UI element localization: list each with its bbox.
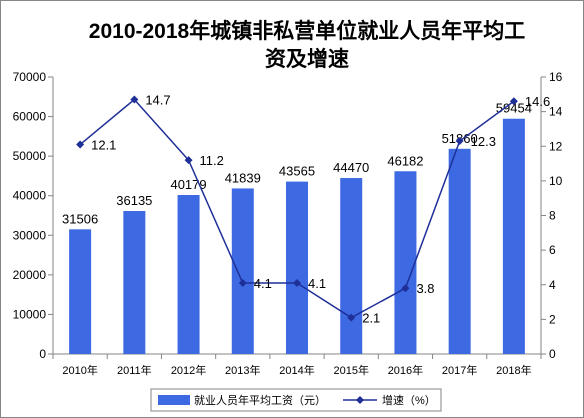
y-left-tick-label: 10000 [13, 307, 47, 321]
y-left-tick-label: 0 [39, 347, 46, 361]
y-right-tick-label: 14 [549, 105, 563, 119]
x-tick-label: 2010年 [62, 363, 97, 377]
legend: 就业人员年平均工资（元） 增速（%） [150, 388, 442, 412]
y-left-tick-label: 40000 [13, 189, 47, 203]
legend-bar-label: 就业人员年平均工资（元） [194, 393, 326, 407]
line-point [76, 140, 85, 149]
bar [177, 195, 200, 354]
line-data-label: 2.1 [362, 311, 380, 326]
x-tick-label: 2018年 [496, 363, 531, 377]
x-tick-label: 2015年 [333, 363, 368, 377]
bar [340, 178, 363, 354]
x-tick-label: 2012年 [171, 363, 206, 377]
line-point [509, 97, 518, 106]
legend-box [150, 388, 442, 412]
line-point [293, 279, 301, 288]
y-right-tick-label: 10 [549, 174, 563, 188]
chart-title: 2010-2018年城镇非私营单位就业人员年平均工 资及增速 [89, 19, 525, 71]
x-tick-label: 2017年 [442, 363, 477, 377]
chart-title-line-2: 资及增速 [265, 47, 349, 71]
axes: 0100002000030000400005000060000700000246… [13, 70, 563, 377]
line-point [184, 156, 193, 165]
line-data-label: 12.3 [471, 134, 496, 149]
line-series: 12.1 14.7 11.2 4.1 4.1 2.1 3.8 12.3 14.6 [76, 93, 550, 326]
y-left-tick-label: 20000 [13, 268, 47, 282]
y-right-tick-label: 2 [549, 312, 556, 326]
y-right-tick-label: 12 [549, 139, 563, 153]
y-left-tick-label: 70000 [13, 70, 47, 84]
line-data-label: 3.8 [416, 281, 434, 296]
line-data-label: 12.1 [91, 138, 116, 153]
line-data-label: 4.1 [254, 276, 272, 291]
bar-data-label: 59454 [496, 101, 532, 116]
bar [394, 171, 417, 354]
bar-data-label: 36135 [116, 193, 152, 208]
line-point [238, 279, 247, 288]
y-right-tick-label: 6 [549, 243, 556, 257]
line-point [347, 313, 356, 322]
bar [69, 229, 92, 354]
bar-data-label: 31506 [62, 211, 98, 226]
y-right-tick-label: 4 [549, 278, 556, 292]
y-right-tick-label: 16 [549, 70, 563, 84]
line-point [401, 284, 410, 293]
x-tick-label: 2013年 [225, 363, 260, 377]
x-tick-label: 2014年 [279, 363, 314, 377]
legend-line-label: 增速（%） [382, 393, 436, 407]
line-data-label: 14.6 [525, 94, 550, 109]
x-tick-label: 2016年 [388, 363, 423, 377]
bar [123, 211, 146, 354]
y-left-tick-label: 60000 [13, 110, 47, 124]
x-tick-label: 2011年 [117, 363, 152, 377]
bar-data-label: 44470 [333, 160, 369, 175]
legend-bar-swatch [158, 395, 190, 405]
chart-title-line-1: 2010-2018年城镇非私营单位就业人员年平均工 [89, 19, 525, 43]
y-left-tick-label: 50000 [13, 149, 47, 163]
line-data-label: 14.7 [145, 93, 170, 108]
bar [231, 188, 254, 354]
bar-data-label: 46182 [387, 153, 423, 168]
bar [286, 181, 308, 354]
y-right-tick-label: 8 [549, 209, 556, 223]
bar-data-label: 43565 [279, 164, 315, 179]
bar-series [69, 118, 525, 354]
bar [448, 148, 471, 354]
line-data-label: 4.1 [308, 276, 326, 291]
line-point [130, 95, 139, 104]
line-data-label: 11.2 [200, 153, 224, 168]
y-left-tick-label: 30000 [13, 228, 47, 242]
bar [502, 118, 525, 354]
bar-data-label: 41839 [225, 170, 261, 185]
y-right-tick-label: 0 [549, 347, 556, 361]
legend-line-marker [356, 396, 364, 404]
line-point [455, 137, 464, 146]
